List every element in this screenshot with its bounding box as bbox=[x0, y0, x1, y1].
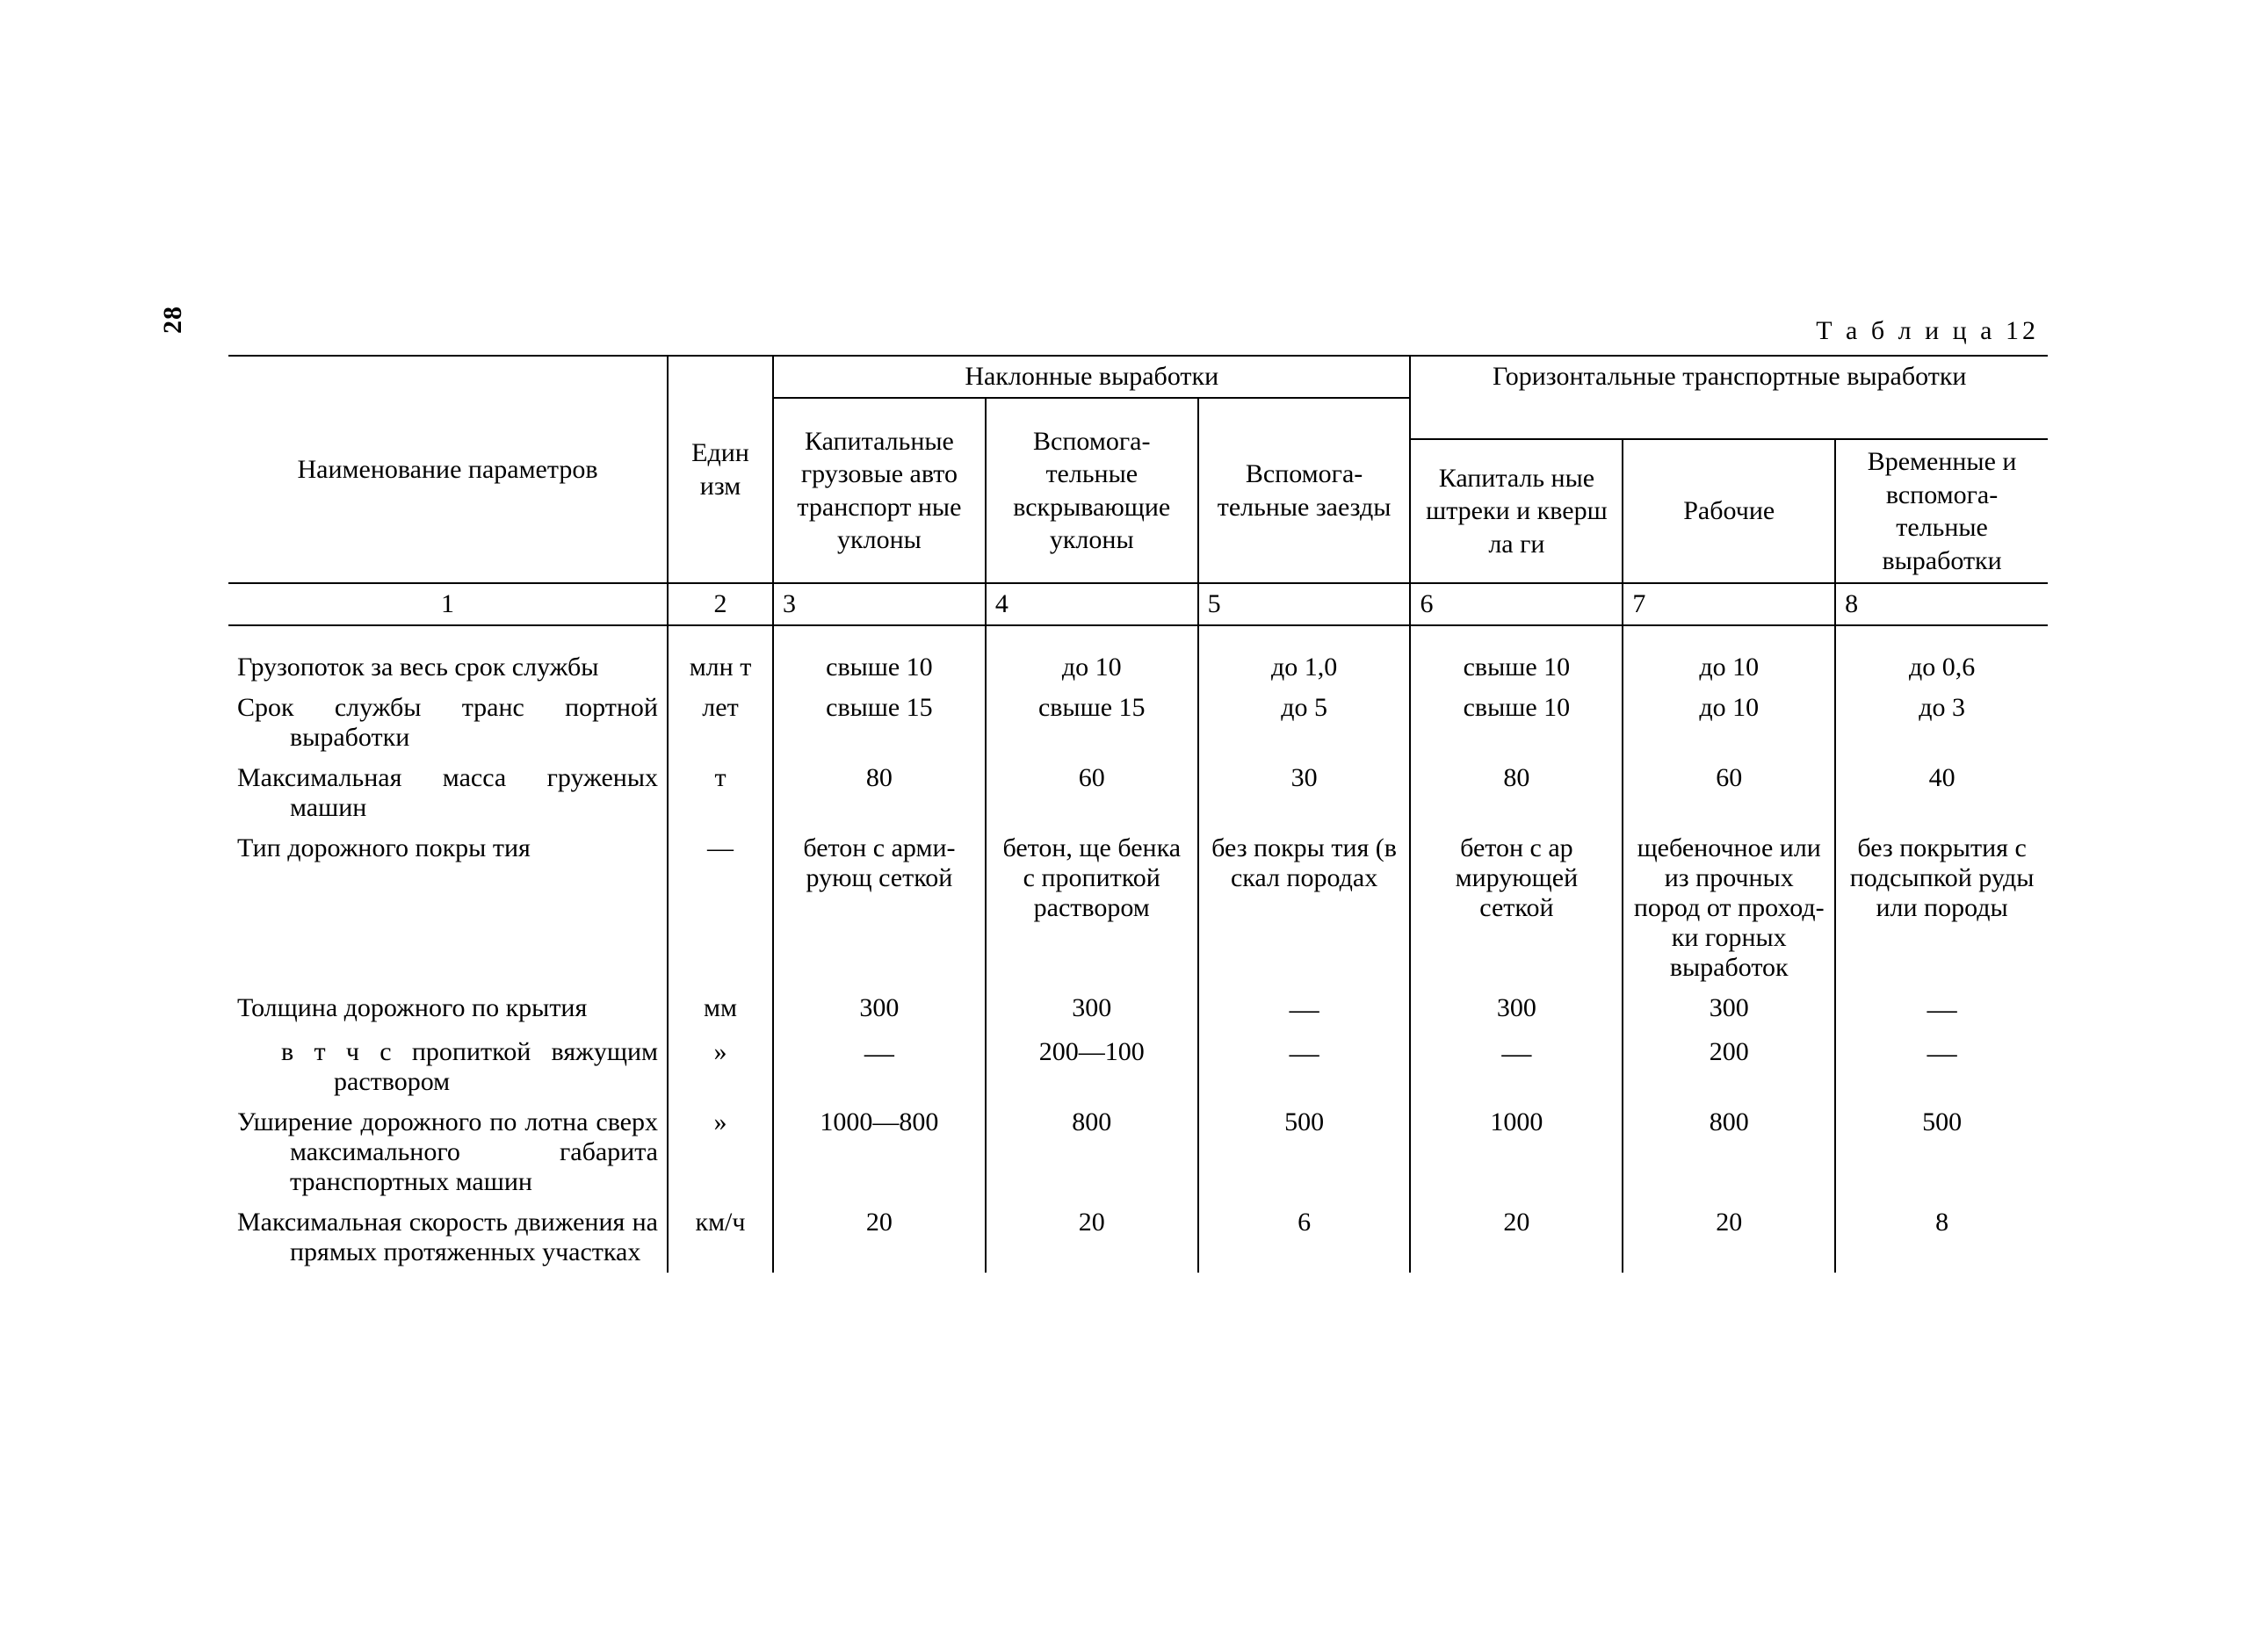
table-row: Максимальная скорость движения на прямых… bbox=[228, 1202, 2048, 1273]
row-unit: — bbox=[668, 828, 773, 988]
table-cell: бетон с ар мирующей сеткой bbox=[1410, 828, 1623, 988]
table-cell: до 10 bbox=[986, 625, 1198, 688]
table-cell: до 1,0 bbox=[1198, 625, 1411, 688]
table-cell: 80 bbox=[773, 758, 986, 828]
header-col8: Временные и вспомога­тельные выработки bbox=[1835, 439, 2048, 583]
colnum-4: 4 bbox=[986, 583, 1198, 625]
row-unit: лет bbox=[668, 688, 773, 758]
table-cell: свыше 10 bbox=[1410, 625, 1623, 688]
table-cell: — bbox=[1198, 988, 1411, 1032]
table-cell: 20 bbox=[773, 1202, 986, 1273]
header-col5: Вспомога­тельные заезды bbox=[1198, 398, 1411, 583]
table-cell: 300 bbox=[986, 988, 1198, 1032]
header-group-horizontal-top: Горизонтальные транспортные выработки bbox=[1410, 356, 2048, 398]
table-cell: 800 bbox=[1623, 1102, 1835, 1202]
colnum-5: 5 bbox=[1198, 583, 1411, 625]
table-cell: 6 bbox=[1198, 1202, 1411, 1273]
page-number: 28 bbox=[158, 306, 188, 334]
table-cell: 80 bbox=[1410, 758, 1623, 828]
table-cell: 20 bbox=[1410, 1202, 1623, 1273]
table-cell: — bbox=[773, 1032, 986, 1102]
table-cell: 300 bbox=[1623, 988, 1835, 1032]
table-cell: 20 bbox=[1623, 1202, 1835, 1273]
row-label: Максимальная масса груженых машин bbox=[228, 758, 668, 828]
row-label: Грузопоток за весь срок службы bbox=[228, 625, 668, 688]
table-cell: 800 bbox=[986, 1102, 1198, 1202]
document-page: 28 Т а б л и ц а 12 Наименование парамет… bbox=[0, 0, 2241, 1652]
table-cell: — bbox=[1410, 1032, 1623, 1102]
colnum-2: 2 bbox=[668, 583, 773, 625]
table-row: Срок службы транс портной выработкилетсв… bbox=[228, 688, 2048, 758]
row-label: Срок службы транс портной выработки bbox=[228, 688, 668, 758]
table-cell: свыше 15 bbox=[773, 688, 986, 758]
table-row: Тип дорожного покры тия—бетон с арми­рую… bbox=[228, 828, 2048, 988]
colnum-6: 6 bbox=[1410, 583, 1623, 625]
header-group-horizontal-line1: Горизонтальные транспортные выработки bbox=[1493, 362, 1966, 391]
table-cell: бетон с арми­рующ сеткой bbox=[773, 828, 986, 988]
table-cell: без покры тия (в скал породах bbox=[1198, 828, 1411, 988]
table-cell: 200—100 bbox=[986, 1032, 1198, 1102]
row-label: Максимальная скорость движения на прямых… bbox=[228, 1202, 668, 1273]
table-row: Максимальная масса груженых машинт806030… bbox=[228, 758, 2048, 828]
header-col1: Наименование параметров bbox=[228, 356, 668, 583]
table-caption: Т а б л и ц а 12 bbox=[228, 316, 2048, 346]
table-cell: 30 bbox=[1198, 758, 1411, 828]
colnum-3: 3 bbox=[773, 583, 986, 625]
table-cell: до 5 bbox=[1198, 688, 1411, 758]
colnum-8: 8 bbox=[1835, 583, 2048, 625]
table-cell: до 10 bbox=[1623, 688, 1835, 758]
table-column-number-row: 1 2 3 4 5 6 7 8 bbox=[228, 583, 2048, 625]
table-row: Толщина дорожного по крытиямм300300—3003… bbox=[228, 988, 2048, 1032]
table-cell: бетон, ще бенка с пропиткой раствором bbox=[986, 828, 1198, 988]
table-cell: 60 bbox=[986, 758, 1198, 828]
colnum-1: 1 bbox=[228, 583, 668, 625]
table-cell: 60 bbox=[1623, 758, 1835, 828]
table-cell: свыше 10 bbox=[1410, 688, 1623, 758]
table-cell: без покры­тия с под­сыпкой руды или поро… bbox=[1835, 828, 2048, 988]
table-row: Грузопоток за весь срок службымлн тсвыше… bbox=[228, 625, 2048, 688]
table-cell: до 0,6 bbox=[1835, 625, 2048, 688]
table-cell: — bbox=[1835, 988, 2048, 1032]
row-label: в т ч с пропиткой вяжущим раствором bbox=[228, 1032, 668, 1102]
header-group-inclined: Наклонные выработки bbox=[773, 356, 1410, 398]
table-cell: 300 bbox=[1410, 988, 1623, 1032]
table-cell: 500 bbox=[1198, 1102, 1411, 1202]
header-group-horizontal-spacer bbox=[1410, 398, 2048, 439]
table-cell: 200 bbox=[1623, 1032, 1835, 1102]
row-unit: » bbox=[668, 1102, 773, 1202]
table-cell: 8 bbox=[1835, 1202, 2048, 1273]
header-col4: Вспомога­тельные вскрываю­щие уклоны bbox=[986, 398, 1198, 583]
row-unit: км/ч bbox=[668, 1202, 773, 1273]
header-col6: Капиталь ные штреки и кверш ла ги bbox=[1410, 439, 1623, 583]
table-cell: свыше 10 bbox=[773, 625, 986, 688]
table-body: Грузопоток за весь срок службымлн тсвыше… bbox=[228, 625, 2048, 1273]
row-unit: т bbox=[668, 758, 773, 828]
row-unit: мм bbox=[668, 988, 773, 1032]
table-header-row-1: Наименование параметров Един изм Наклонн… bbox=[228, 356, 2048, 398]
data-table: Наименование параметров Един изм Наклонн… bbox=[228, 355, 2048, 1273]
table-cell: 500 bbox=[1835, 1102, 2048, 1202]
table-cell: 1000—800 bbox=[773, 1102, 986, 1202]
table-cell: 20 bbox=[986, 1202, 1198, 1273]
table-row: в т ч с пропиткой вяжущим раствором»—200… bbox=[228, 1032, 2048, 1102]
header-col2: Един изм bbox=[668, 356, 773, 583]
table-cell: щебеночное или из про­чных пород от прох… bbox=[1623, 828, 1835, 988]
table-cell: до 10 bbox=[1623, 625, 1835, 688]
table-cell: 1000 bbox=[1410, 1102, 1623, 1202]
header-col3: Капиталь­ные грузо­вые авто транспорт ны… bbox=[773, 398, 986, 583]
row-label: Толщина дорожного по крытия bbox=[228, 988, 668, 1032]
table-cell: 300 bbox=[773, 988, 986, 1032]
row-unit: млн т bbox=[668, 625, 773, 688]
table-cell: свыше 15 bbox=[986, 688, 1198, 758]
table-cell: — bbox=[1198, 1032, 1411, 1102]
header-col7: Рабочие bbox=[1623, 439, 1835, 583]
table-row: Уширение дорожного по лотна сверх макси­… bbox=[228, 1102, 2048, 1202]
table-cell: до 3 bbox=[1835, 688, 2048, 758]
table-cell: 40 bbox=[1835, 758, 2048, 828]
row-label: Тип дорожного покры тия bbox=[228, 828, 668, 988]
table-cell: — bbox=[1835, 1032, 2048, 1102]
row-label: Уширение дорожного по лотна сверх макси­… bbox=[228, 1102, 668, 1202]
row-unit: » bbox=[668, 1032, 773, 1102]
colnum-7: 7 bbox=[1623, 583, 1835, 625]
